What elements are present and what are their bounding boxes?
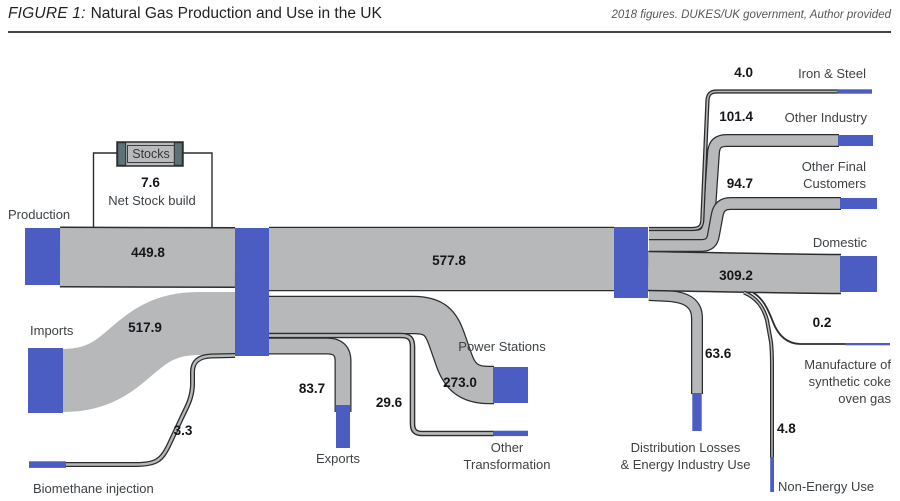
flow-distribution-edge (648, 289, 703, 394)
stocks-label: Stocks (127, 145, 175, 163)
flow-other-industry (649, 135, 839, 242)
stocks-box-left-cap (117, 142, 127, 166)
flow-non-energy (743, 291, 773, 458)
main-flow-value: 577.8 (432, 253, 466, 268)
stock-flow-line-right (183, 152, 213, 228)
domestic-value: 309.2 (719, 268, 753, 283)
production-label: Production (8, 207, 71, 222)
coke-oven-gas-node (845, 343, 890, 346)
coke-oven-gas-label: Manufacture of synthetic coke oven gas (804, 357, 891, 406)
flow-imports (61, 292, 235, 412)
domestic-label: Domestic (812, 235, 867, 250)
ofc-node (840, 198, 877, 209)
figure-header: FIGURE 1: Natural Gas Production and Use… (8, 5, 891, 23)
exports-value: 83.7 (298, 381, 326, 396)
exports-node (336, 405, 350, 448)
flow-distribution (648, 290, 702, 394)
stock-flow-line-left (92, 152, 117, 227)
distribution-hub-node (614, 227, 648, 298)
exports-label: Exports (315, 451, 361, 466)
iron-steel-label: Iron & Steel (798, 66, 866, 81)
non-energy-label: Non-Energy Use (778, 479, 875, 494)
ofc-label: Other Final Customers (801, 159, 866, 191)
domestic-node (840, 256, 877, 292)
net-stock-value: 7.6 (141, 175, 160, 190)
imports-node (28, 348, 63, 413)
supply-hub-node (235, 228, 269, 356)
flow-exports-edge (269, 337, 352, 412)
other-industry-value: 101.4 (719, 109, 753, 124)
header-rule (8, 31, 891, 33)
iron-steel-value: 4.0 (734, 65, 753, 80)
flow-iron-steel (649, 90, 838, 230)
power-stations-value: 273.0 (443, 375, 477, 390)
figure-title: Natural Gas Production and Use in the UK (90, 5, 382, 22)
biomethane-label: Biomethane injection (33, 481, 154, 496)
flow-domestic (647, 252, 842, 293)
net-stock-label: Net Stock build (108, 193, 196, 208)
other-industry-label: Other Industry (784, 110, 867, 125)
production-node (25, 228, 60, 285)
flow-coke-oven-gas (752, 291, 846, 345)
other-industry-node (838, 135, 873, 146)
flow-biomethane (66, 354, 236, 466)
flow-production (59, 228, 236, 287)
flow-power (269, 297, 507, 403)
production-value: 449.8 (131, 245, 165, 260)
power-stations-node (493, 367, 528, 403)
distribution-losses-label: Distribution Losses & Energy Industry Us… (620, 440, 751, 472)
other-transformation-node (493, 430, 528, 437)
stocks-box-right-cap (173, 142, 183, 166)
figure-number-label: FIGURE 1: (8, 5, 86, 22)
biomethane-value: 3.3 (173, 423, 193, 438)
distribution-losses-value: 63.6 (705, 346, 732, 361)
other-transformation-value: 29.6 (375, 395, 403, 410)
flow-exports (269, 338, 351, 412)
biomethane-node (29, 461, 66, 468)
flow-non-energy-edge (743, 290, 774, 458)
flow-ofc (649, 198, 841, 251)
other-transformation-label: Other Transformation (463, 440, 551, 472)
ofc-value: 94.7 (726, 176, 753, 191)
iron-steel-node (837, 89, 872, 94)
power-stations-label: Power Stations (458, 339, 546, 354)
non-energy-value: 4.8 (777, 421, 796, 436)
imports-label: Imports (30, 323, 74, 338)
source-credit: 2018 figures. DUKES/UK government, Autho… (611, 9, 891, 21)
imports-value: 517.9 (128, 320, 162, 335)
distribution-losses-node (692, 393, 702, 431)
coke-oven-gas-value: 0.2 (812, 315, 832, 330)
flow-other-transformation (269, 334, 494, 435)
non-energy-node (770, 457, 774, 492)
